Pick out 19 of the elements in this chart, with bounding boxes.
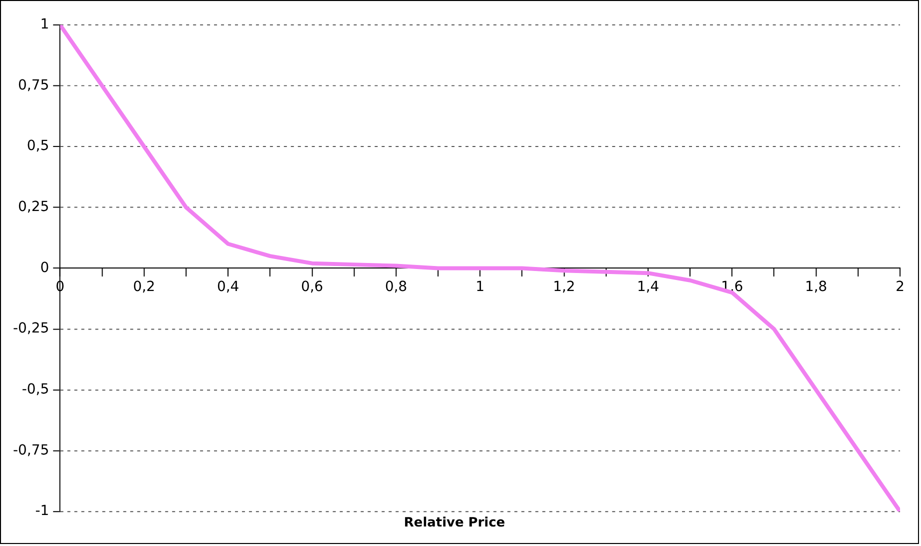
y-tick-label: -0,75 [13, 442, 50, 458]
x-tick-label: 0,6 [300, 279, 324, 296]
y-tick-label: 1 [40, 16, 50, 33]
y-tick-label: 0,25 [18, 199, 50, 216]
x-tick-label: 0,8 [384, 279, 408, 296]
x-tick-label: 1 [476, 279, 485, 296]
x-tick-label: 0,2 [132, 279, 156, 296]
x-tick-label: 2 [896, 279, 904, 296]
x-tick-label: 1,2 [552, 279, 576, 296]
x-tick-label: 1,8 [804, 279, 828, 296]
x-axis-title: Relative Price [404, 516, 506, 531]
y-tick-label: -0,5 [22, 382, 50, 398]
y-tick-label: -1 [35, 503, 50, 520]
y-tick-label: 0 [40, 260, 50, 276]
y-tick-label: 0,5 [26, 138, 50, 154]
y-tick-label: -0,25 [13, 320, 50, 337]
x-tick-label: 0,4 [216, 279, 240, 296]
y-tick-label: 0,75 [18, 77, 50, 94]
x-tick-label: 1,4 [636, 279, 660, 296]
